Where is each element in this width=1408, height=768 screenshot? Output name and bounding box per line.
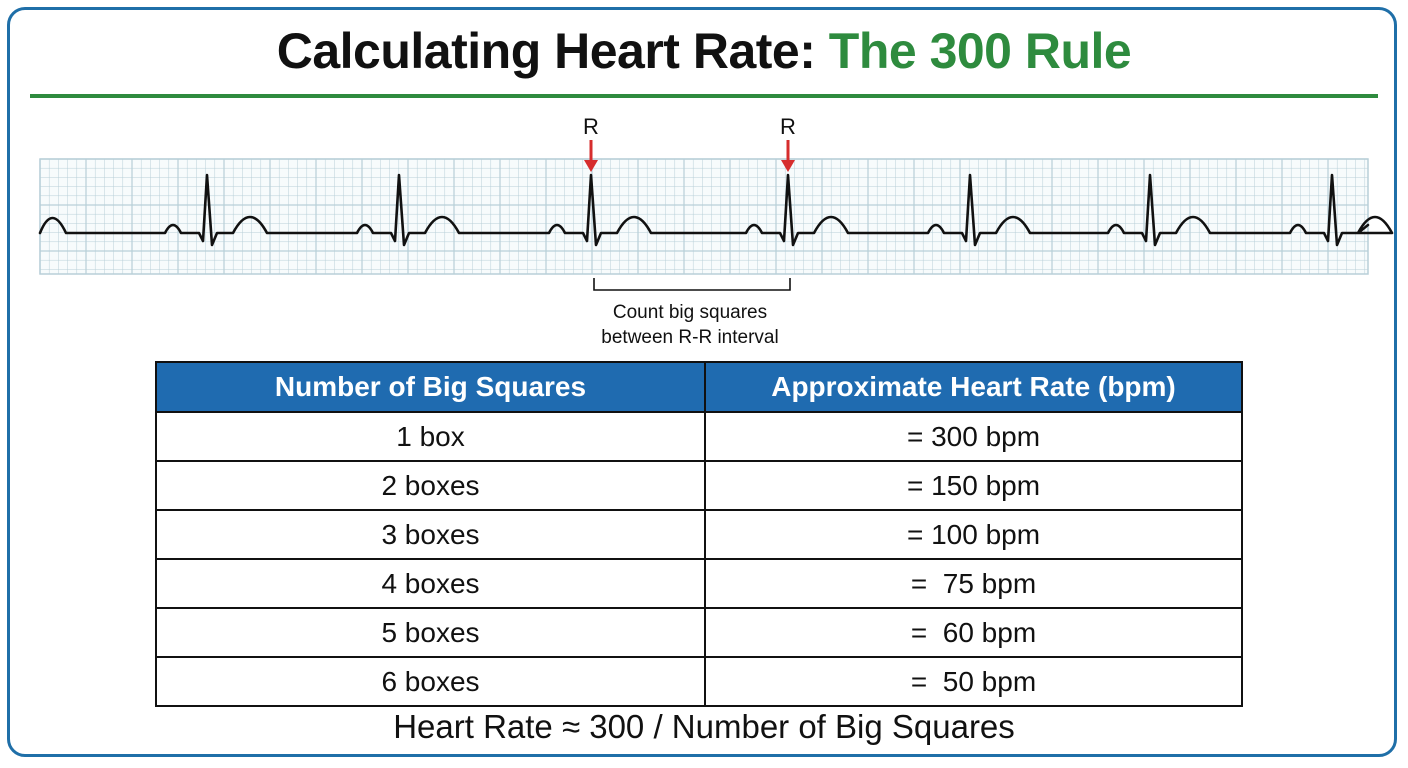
ecg-strip: R R bbox=[38, 114, 1394, 291]
squares-cell: 2 boxes bbox=[155, 460, 706, 511]
r-arrowhead-1 bbox=[584, 160, 598, 172]
table-row: 2 boxes = 150 bpm bbox=[155, 460, 1243, 511]
rr-interval-bracket bbox=[593, 278, 791, 291]
r-label-1: R bbox=[583, 114, 599, 139]
squares-cell: 1 box bbox=[155, 411, 706, 462]
table-row: 3 boxes = 100 bpm bbox=[155, 509, 1243, 560]
r-peak-marker-1: R bbox=[583, 114, 599, 172]
rr-caption: Count big squares between R-R interval bbox=[540, 300, 840, 350]
squares-cell: 3 boxes bbox=[155, 509, 706, 560]
table-row: 5 boxes = 60 bpm bbox=[155, 607, 1243, 658]
rate-cell: = 300 bpm bbox=[704, 411, 1243, 462]
rr-caption-line-2: between R-R interval bbox=[601, 327, 779, 348]
squares-cell: 6 boxes bbox=[155, 656, 706, 707]
ecg-trace bbox=[38, 173, 1394, 247]
rate-cell: = 150 bpm bbox=[704, 460, 1243, 511]
title-main: Calculating Heart Rate: bbox=[276, 23, 816, 79]
squares-cell: 4 boxes bbox=[155, 558, 706, 609]
title-accent: The 300 Rule bbox=[828, 23, 1132, 79]
title-divider bbox=[30, 94, 1378, 98]
r-peak-marker-2: R bbox=[780, 114, 796, 172]
rate-cell: = 100 bpm bbox=[704, 509, 1243, 560]
rate-cell: = 50 bpm bbox=[704, 656, 1243, 707]
ecg-grid bbox=[39, 158, 1369, 275]
squares-cell: 5 boxes bbox=[155, 607, 706, 658]
header-big-squares: Number of Big Squares bbox=[155, 361, 706, 413]
table-row: 4 boxes = 75 bpm bbox=[155, 558, 1243, 609]
rr-caption-line-1: Count big squares bbox=[612, 302, 768, 323]
table-row: 6 boxes = 50 bpm bbox=[155, 656, 1243, 707]
table-header-row: Number of Big Squares Approximate Heart … bbox=[155, 361, 1243, 413]
formula-text: Heart Rate ≈ 300 / Number of Big Squares bbox=[393, 708, 1015, 745]
r-label-2: R bbox=[780, 114, 796, 139]
r-arrowhead-2 bbox=[781, 160, 795, 172]
rate-cell: = 60 bpm bbox=[704, 607, 1243, 658]
page-title: Calculating Heart Rate: The 300 Rule bbox=[0, 22, 1408, 80]
table-row: 1 box = 300 bpm bbox=[155, 411, 1243, 462]
page-frame bbox=[7, 7, 1397, 757]
heart-rate-table: Number of Big Squares Approximate Heart … bbox=[155, 361, 1243, 707]
header-heart-rate: Approximate Heart Rate (bpm) bbox=[704, 361, 1243, 413]
rate-cell: = 75 bpm bbox=[704, 558, 1243, 609]
